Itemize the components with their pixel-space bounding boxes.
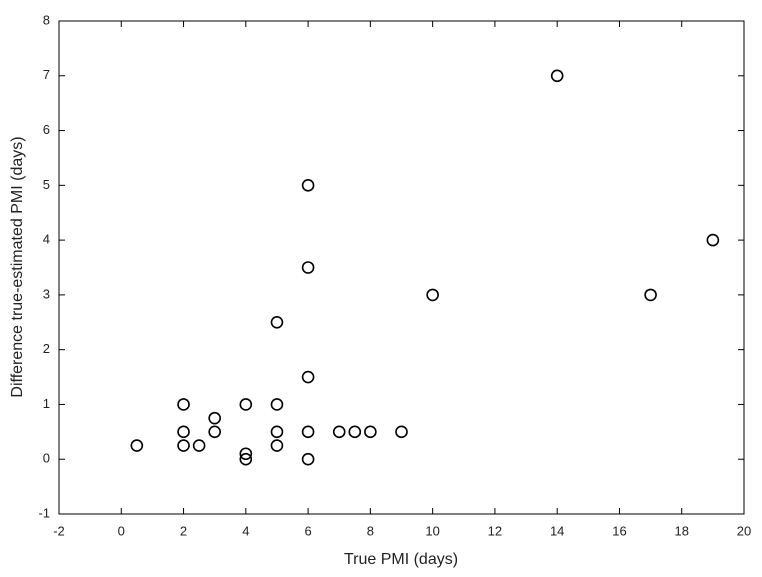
x-tick-label: 16 — [612, 523, 626, 538]
point — [644, 288, 657, 302]
point — [301, 261, 315, 274]
plot-frame — [58, 20, 745, 515]
x-tick-label: 20 — [737, 523, 751, 538]
x-tick-label: 0 — [118, 523, 125, 538]
point — [177, 398, 190, 411]
y-tick-label: 2 — [43, 341, 50, 356]
point — [301, 370, 315, 384]
x-tick-label: -2 — [53, 523, 65, 538]
x-tick-label: 12 — [488, 523, 502, 538]
point — [270, 315, 284, 329]
point — [208, 411, 221, 425]
y-tick-label: 8 — [43, 12, 50, 27]
y-tick-label: 4 — [43, 232, 50, 247]
y-tick-label: 5 — [43, 177, 50, 192]
x-axis-title: True PMI (days) — [344, 551, 458, 568]
x-tick-label: 18 — [674, 523, 688, 538]
point — [270, 398, 284, 411]
point — [364, 425, 377, 439]
point — [426, 288, 439, 302]
point — [301, 425, 315, 439]
point — [332, 425, 346, 439]
point — [348, 425, 362, 439]
y-tick-label: 1 — [43, 396, 50, 411]
point — [208, 425, 221, 439]
point — [177, 439, 190, 452]
point — [270, 425, 284, 439]
x-tick-label: 4 — [242, 523, 249, 538]
point — [301, 179, 315, 192]
point — [550, 69, 564, 83]
point — [239, 398, 253, 411]
point — [130, 439, 144, 452]
x-tick-label: 14 — [550, 523, 564, 538]
y-tick-label: 0 — [43, 451, 50, 466]
point — [239, 447, 253, 461]
point — [706, 233, 720, 247]
x-tick-label: 8 — [367, 523, 374, 538]
point — [395, 425, 408, 439]
x-tick-label: 2 — [180, 523, 187, 538]
point — [239, 452, 253, 466]
point — [192, 439, 206, 452]
y-tick-label: 7 — [43, 67, 50, 82]
point — [301, 452, 315, 466]
x-tick-label: 10 — [425, 523, 439, 538]
x-tick-label: 6 — [304, 523, 311, 538]
y-tick-label: 3 — [43, 286, 50, 301]
point — [270, 439, 284, 452]
point — [177, 425, 190, 439]
y-axis-title: Difference true-estimated PMI (days) — [9, 136, 26, 397]
y-tick-label: 6 — [43, 122, 50, 137]
y-tick-label: -1 — [38, 505, 50, 520]
